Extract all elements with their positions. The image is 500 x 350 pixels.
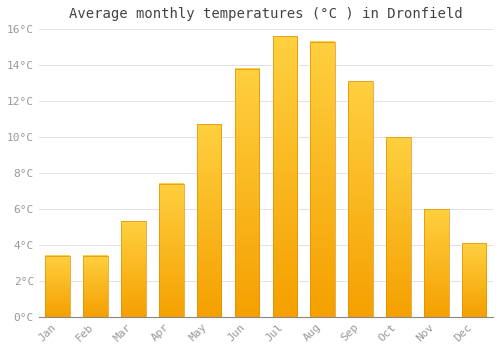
Bar xyxy=(84,256,108,317)
Bar xyxy=(197,124,222,317)
Bar xyxy=(386,137,410,317)
Bar xyxy=(234,69,260,317)
Bar xyxy=(462,243,486,317)
Bar xyxy=(121,222,146,317)
Title: Average monthly temperatures (°C ) in Dronfield: Average monthly temperatures (°C ) in Dr… xyxy=(69,7,462,21)
Bar xyxy=(46,256,70,317)
Bar xyxy=(424,209,448,317)
Bar xyxy=(159,184,184,317)
Bar xyxy=(272,36,297,317)
Bar xyxy=(348,81,373,317)
Bar xyxy=(310,42,335,317)
